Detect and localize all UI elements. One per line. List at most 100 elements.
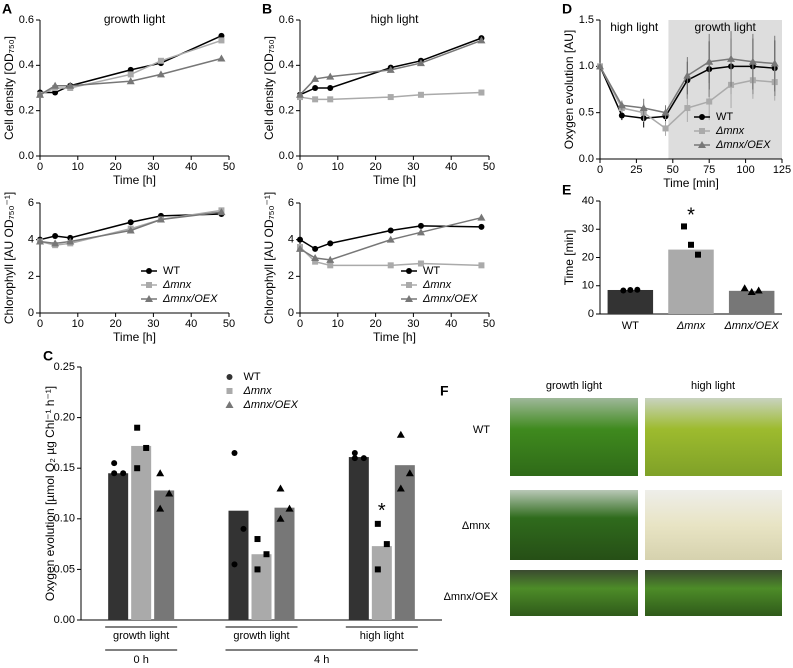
- y-axis-label: Oxygen evolution [µmol O₂ µg Chl⁻¹ h⁻¹]: [43, 386, 57, 601]
- marker: [276, 484, 285, 492]
- marker: [51, 239, 60, 247]
- y-tick-label: 0.20: [54, 412, 75, 424]
- y-tick-label: 30: [582, 223, 594, 235]
- x-axis-label: Time [h]: [373, 173, 416, 187]
- marker: [627, 286, 634, 293]
- marker: [165, 489, 174, 497]
- marker: [478, 89, 485, 96]
- y-tick-label: 0.6: [279, 14, 294, 26]
- marker: [285, 504, 294, 512]
- marker: [754, 286, 763, 294]
- marker: [396, 430, 405, 438]
- marker: [312, 245, 319, 252]
- marker: [143, 444, 150, 451]
- marker: [634, 286, 641, 293]
- photo: [510, 570, 638, 616]
- marker: [387, 94, 394, 101]
- photo: [510, 490, 638, 560]
- marker: [740, 284, 749, 292]
- marker: [36, 237, 44, 245]
- marker: [386, 65, 395, 73]
- marker: [387, 262, 394, 269]
- y-tick-label: 6: [288, 197, 294, 209]
- marker: [417, 260, 424, 267]
- y-tick-label: 0.05: [54, 563, 75, 575]
- marker: [276, 514, 285, 522]
- marker: [683, 71, 692, 79]
- bar: [131, 445, 152, 620]
- marker: [770, 59, 779, 67]
- annotation: high light: [610, 20, 659, 34]
- legend-marker: [698, 141, 706, 148]
- marker: [326, 72, 335, 80]
- y-tick-label: 2: [288, 270, 294, 282]
- bar: [728, 290, 775, 314]
- time-label: 4 h: [314, 654, 329, 666]
- x-tick-label: 40: [445, 161, 457, 173]
- bar: [607, 289, 654, 314]
- legend-marker: [145, 295, 153, 302]
- marker: [684, 105, 691, 112]
- x-axis-label: Time [h]: [113, 173, 156, 187]
- y-tick-label: 4: [28, 234, 34, 246]
- marker: [662, 125, 669, 132]
- y-tick-label: 0.2: [19, 105, 34, 117]
- legend-marker: [406, 268, 412, 274]
- marker: [218, 37, 225, 44]
- marker: [327, 240, 334, 247]
- marker: [417, 91, 424, 98]
- x-tick-label: Δmnx/OEX: [723, 320, 779, 332]
- legend-marker: [225, 401, 234, 408]
- x-tick-label: 25: [630, 164, 642, 176]
- marker: [688, 241, 694, 248]
- x-tick-label: Δmnx: [676, 320, 706, 332]
- marker: [596, 62, 604, 70]
- marker: [327, 262, 334, 269]
- bar: [394, 465, 415, 620]
- y-axis-label: Oxygen evolution [AU]: [562, 30, 576, 149]
- marker: [327, 85, 334, 91]
- legend-marker: [146, 268, 152, 274]
- panel-letter: C: [43, 348, 53, 364]
- marker: [51, 81, 60, 89]
- marker: [312, 96, 319, 103]
- marker: [217, 54, 226, 62]
- bar: [251, 554, 272, 620]
- legend-label: Δmnx/OEX: [715, 139, 771, 151]
- legend-label: WT: [163, 265, 180, 277]
- time-label: 0 h: [134, 654, 149, 666]
- y-axis-label: Cell density [OD₇₅₀]: [2, 36, 16, 140]
- y-tick-label: 20: [582, 251, 594, 263]
- x-tick-label: 50: [223, 161, 235, 173]
- photo: [645, 490, 782, 560]
- x-tick-label: 10: [72, 161, 84, 173]
- y-tick-label: 0.15: [54, 462, 75, 474]
- panel-letter: F: [440, 383, 449, 399]
- marker: [360, 455, 367, 462]
- x-tick-label: 20: [109, 161, 121, 173]
- legend-marker: [146, 282, 152, 288]
- marker: [639, 104, 648, 112]
- x-tick-label: 30: [407, 318, 419, 330]
- marker: [311, 254, 320, 261]
- x-tick-label: 125: [773, 164, 791, 176]
- marker: [681, 223, 687, 230]
- marker: [254, 566, 261, 573]
- y-tick-label: 0.0: [579, 153, 594, 165]
- x-tick-label: 100: [736, 164, 754, 176]
- y-tick-label: 0.00: [54, 614, 75, 626]
- bar: [108, 473, 129, 620]
- legend-marker: [226, 388, 233, 394]
- y-axis-label: Chlorophyll [AU OD₇₅₀⁻¹]: [262, 192, 276, 324]
- y-tick-label: 0: [28, 307, 34, 319]
- marker: [387, 227, 394, 234]
- marker: [127, 66, 134, 73]
- legend-label: Δmnx: [243, 385, 273, 397]
- bar: [228, 510, 249, 620]
- marker: [297, 236, 303, 243]
- marker: [157, 57, 164, 64]
- y-tick-label: 0: [288, 307, 294, 319]
- line: [39, 211, 222, 245]
- y-tick-label: 0.0: [279, 150, 294, 162]
- x-tick-label: 50: [483, 318, 495, 330]
